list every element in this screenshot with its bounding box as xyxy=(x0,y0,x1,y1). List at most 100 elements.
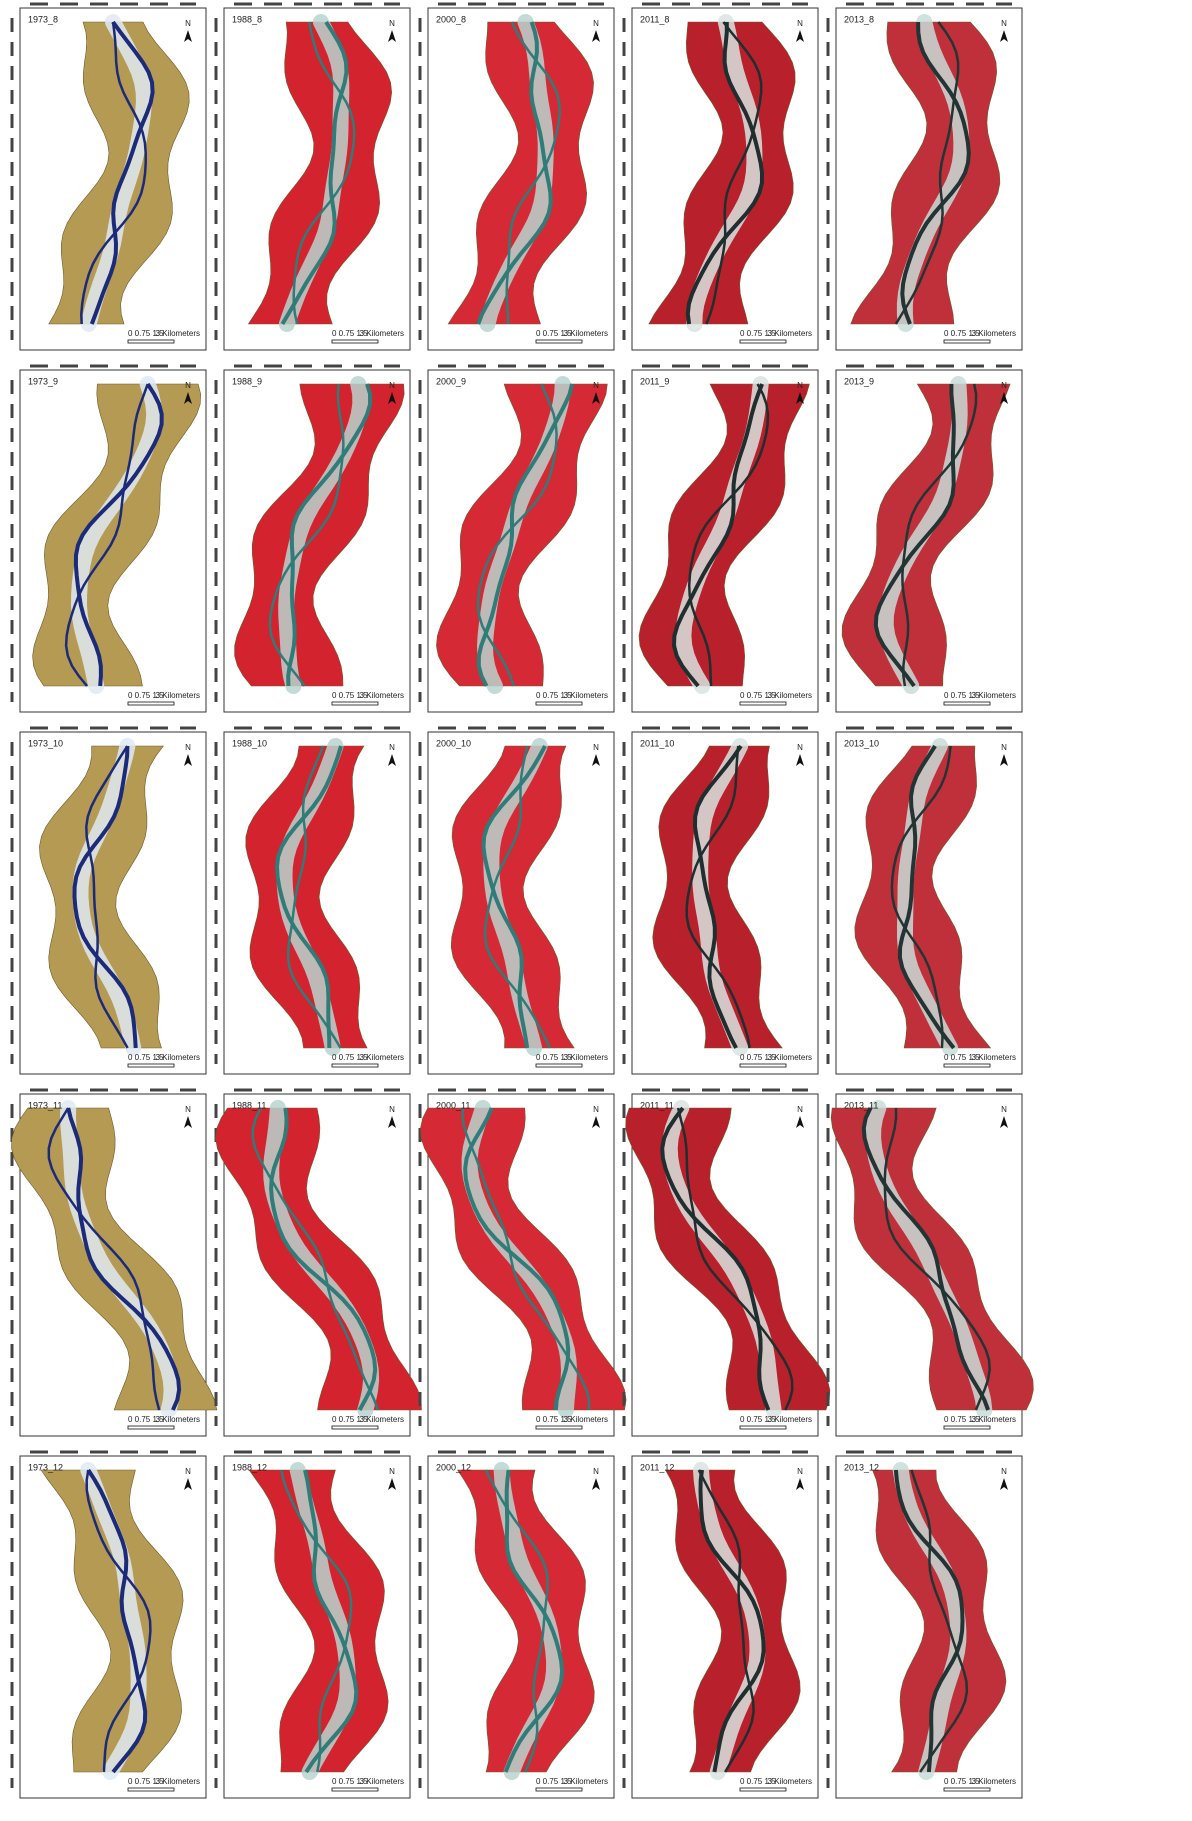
map-panel: 1988_11N0 0.75 1.53 Kilometers xyxy=(216,1090,422,1436)
scale-unit: 3 Kilometers xyxy=(768,1053,812,1062)
north-label: N xyxy=(593,19,599,28)
map-panel: 1988_9N0 0.75 1.53 Kilometers xyxy=(216,366,410,712)
north-label: N xyxy=(593,1467,599,1476)
north-label: N xyxy=(1001,1467,1007,1476)
scale-unit: 3 Kilometers xyxy=(156,1415,200,1424)
panel-label: 2011_9 xyxy=(640,376,669,386)
scale-unit: 3 Kilometers xyxy=(564,691,608,700)
scale-bar xyxy=(128,340,174,343)
north-label: N xyxy=(389,19,395,28)
map-panel: 1988_10N0 0.75 1.53 Kilometers xyxy=(216,728,410,1074)
scale-bar xyxy=(740,1426,786,1429)
scale-unit: 3 Kilometers xyxy=(156,329,200,338)
map-panel: 1973_9N0 0.75 1.53 Kilometers xyxy=(12,366,206,712)
map-panel: 1973_8N0 0.75 1.53 Kilometers xyxy=(12,4,206,350)
scale-unit: 3 Kilometers xyxy=(360,1053,404,1062)
panel-label: 2011_10 xyxy=(640,738,674,748)
north-label: N xyxy=(797,1467,803,1476)
scale-bar xyxy=(740,1788,786,1791)
north-label: N xyxy=(185,381,191,390)
panel-label: 1988_9 xyxy=(232,376,262,386)
north-label: N xyxy=(1001,743,1007,752)
north-label: N xyxy=(389,1105,395,1114)
scale-unit: 3 Kilometers xyxy=(768,1777,812,1786)
scale-unit: 3 Kilometers xyxy=(972,329,1016,338)
panel-label: 2011_11 xyxy=(640,1100,674,1110)
map-panel: 1988_8N0 0.75 1.53 Kilometers xyxy=(216,4,410,350)
scale-bar xyxy=(944,1064,990,1067)
scale-bar xyxy=(740,1064,786,1067)
scale-unit: 3 Kilometers xyxy=(564,329,608,338)
map-panel: 2013_11N0 0.75 1.53 Kilometers xyxy=(828,1090,1033,1436)
scale-bar xyxy=(536,1064,582,1067)
scale-unit: 3 Kilometers xyxy=(972,1415,1016,1424)
north-label: N xyxy=(1001,19,1007,28)
panel-label: 2000_12 xyxy=(436,1462,471,1472)
scale-unit: 3 Kilometers xyxy=(768,691,812,700)
panel-label: 1988_11 xyxy=(232,1100,266,1110)
scale-unit: 3 Kilometers xyxy=(360,329,404,338)
north-label: N xyxy=(389,381,395,390)
scale-bar xyxy=(536,1788,582,1791)
panel-label: 2013_12 xyxy=(844,1462,879,1472)
north-label: N xyxy=(797,1105,803,1114)
scale-bar xyxy=(128,1788,174,1791)
scale-bar xyxy=(128,702,174,705)
north-label: N xyxy=(1001,381,1007,390)
panel-label: 2013_10 xyxy=(844,738,879,748)
panel-label: 1988_8 xyxy=(232,14,262,24)
map-panel: 1973_11N0 0.75 1.53 Kilometers xyxy=(12,1090,217,1436)
map-panel: 2011_9N0 0.75 1.53 Kilometers xyxy=(624,366,818,712)
scale-bar xyxy=(128,1064,174,1067)
panel-label: 2000_9 xyxy=(436,376,466,386)
scale-unit: 3 Kilometers xyxy=(768,1415,812,1424)
panel-label: 1973_8 xyxy=(28,14,58,24)
panel-label: 2011_12 xyxy=(640,1462,674,1472)
page: 1973_8N0 0.75 1.53 Kilometers1988_8N0 0.… xyxy=(0,0,1192,1821)
north-label: N xyxy=(185,1105,191,1114)
north-label: N xyxy=(185,743,191,752)
scale-bar xyxy=(740,340,786,343)
panel-grid: 1973_8N0 0.75 1.53 Kilometers1988_8N0 0.… xyxy=(0,0,1192,1821)
scale-unit: 3 Kilometers xyxy=(564,1053,608,1062)
north-label: N xyxy=(185,1467,191,1476)
north-label: N xyxy=(797,743,803,752)
north-label: N xyxy=(389,1467,395,1476)
scale-bar xyxy=(536,702,582,705)
scale-unit: 3 Kilometers xyxy=(360,691,404,700)
scale-bar xyxy=(944,1426,990,1429)
scale-unit: 3 Kilometers xyxy=(972,1053,1016,1062)
scale-unit: 3 Kilometers xyxy=(156,1777,200,1786)
north-label: N xyxy=(593,1105,599,1114)
map-panel: 2000_12N0 0.75 1.53 Kilometers xyxy=(420,1452,614,1798)
scale-bar xyxy=(332,340,378,343)
north-label: N xyxy=(389,743,395,752)
panel-label: 2013_11 xyxy=(844,1100,878,1110)
scale-unit: 3 Kilometers xyxy=(972,1777,1016,1786)
north-label: N xyxy=(1001,1105,1007,1114)
panel-label: 1988_10 xyxy=(232,738,267,748)
scale-unit: 3 Kilometers xyxy=(360,1415,404,1424)
scale-unit: 3 Kilometers xyxy=(156,1053,200,1062)
map-panel: 1973_12N0 0.75 1.53 Kilometers xyxy=(12,1452,206,1798)
scale-unit: 3 Kilometers xyxy=(972,691,1016,700)
scale-unit: 3 Kilometers xyxy=(564,1777,608,1786)
north-label: N xyxy=(185,19,191,28)
panel-label: 1973_9 xyxy=(28,376,58,386)
panel-label: 1973_10 xyxy=(28,738,63,748)
map-panel: 2000_11N0 0.75 1.53 Kilometers xyxy=(420,1090,626,1436)
scale-bar xyxy=(128,1426,174,1429)
north-label: N xyxy=(593,743,599,752)
scale-bar xyxy=(944,702,990,705)
scale-unit: 3 Kilometers xyxy=(768,329,812,338)
scale-bar xyxy=(536,1426,582,1429)
panel-label: 1973_11 xyxy=(28,1100,62,1110)
scale-bar xyxy=(944,340,990,343)
